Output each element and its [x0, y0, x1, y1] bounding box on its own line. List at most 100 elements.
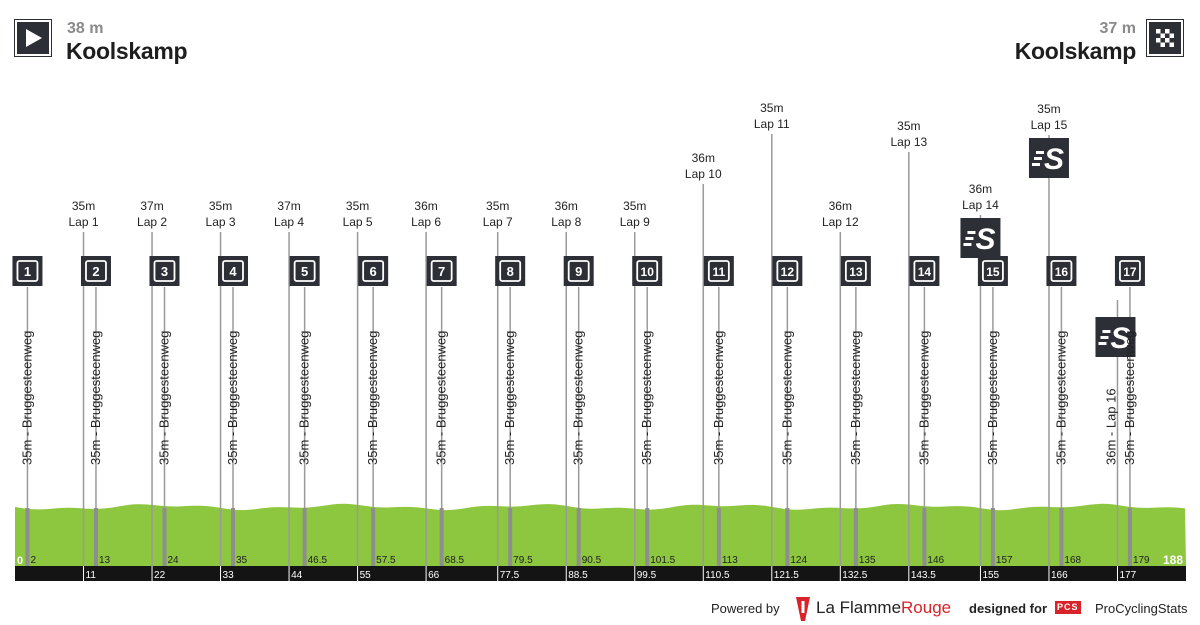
lap-label: Lap 9: [620, 215, 650, 229]
waypoint-marker-frame: [1050, 260, 1073, 282]
waypoint-post: [302, 508, 307, 566]
finish-altitude: 37 m: [1099, 20, 1136, 37]
procyclingstats-label: ProCyclingStats: [1095, 601, 1188, 616]
waypoint-km-label: 179: [1133, 555, 1150, 566]
waypoint-number: 5: [301, 264, 308, 279]
waypoint-km-label: 146: [927, 555, 944, 566]
sprint-icon-letter: S: [1044, 143, 1064, 176]
lap-altitude: 36m: [829, 199, 852, 213]
lap-label: 36m - Lap 16: [1103, 388, 1118, 465]
waypoint-number: 8: [507, 264, 514, 279]
waypoint-label: 35m - Bruggesteenweg: [297, 331, 312, 465]
waypoint-number: 2: [92, 264, 99, 279]
waypoint-marker-frame: [222, 260, 244, 282]
waypoint-label: 35m - Bruggesteenweg: [88, 331, 103, 465]
waypoint-post: [162, 508, 167, 566]
waypoint-marker-frame: [362, 260, 385, 282]
lap-altitude: 35m: [897, 119, 920, 133]
lap-km-label: 88.5: [568, 570, 588, 581]
lap-altitude: 35m: [760, 101, 783, 115]
waypoint-marker-frame: [844, 260, 867, 282]
sprint-icon-stripe: [967, 231, 976, 234]
waypoint-label: 35m - Bruggesteenweg: [502, 331, 517, 465]
lap-label: Lap 14: [962, 198, 999, 212]
lap-altitude: 35m: [209, 199, 232, 213]
waypoint-post: [1059, 508, 1064, 566]
lap-km-label: 177: [1119, 570, 1136, 581]
lap-altitude: 35m: [1037, 102, 1060, 116]
waypoint-number: 14: [918, 265, 932, 279]
waypoint-marker: 14: [909, 256, 940, 286]
waypoint-marker-frame: [567, 260, 590, 282]
waypoint-marker-frame: [982, 260, 1004, 282]
waypoint-marker: 12: [772, 256, 803, 286]
waypoint-km-label: 157: [996, 555, 1013, 566]
lap-altitude: 37m: [277, 199, 300, 213]
waypoint-post: [439, 508, 444, 566]
lap-label: Lap 4: [274, 215, 304, 229]
sprint-icon-stripe: [1035, 151, 1044, 154]
lap-label: Lap 11: [754, 117, 790, 131]
waypoint-marker: 6: [358, 256, 389, 286]
waypoint-marker: 7: [426, 256, 457, 286]
waypoint-post: [93, 508, 98, 566]
waypoint-km-label: 2: [30, 555, 36, 566]
waypoint-number: 15: [986, 265, 1000, 279]
waypoint-post: [785, 508, 790, 566]
start-altitude: 38 m: [67, 20, 104, 37]
start-km-label: 0: [17, 555, 23, 567]
lap-label: Lap 3: [206, 215, 236, 229]
waypoint-km-label: 24: [167, 555, 179, 566]
waypoint-post: [25, 508, 30, 566]
waypoint-marker: 3: [149, 256, 180, 286]
waypoint-marker: 2: [80, 256, 111, 286]
waypoint-post: [371, 508, 376, 566]
waypoint-label: 35m - Bruggesteenweg: [156, 331, 171, 465]
waypoint-marker-frame: [293, 260, 316, 282]
waypoint-marker: 10: [632, 256, 663, 286]
lap-km-label: 143.5: [911, 570, 936, 581]
waypoint-km-label: 79.5: [513, 555, 533, 566]
lap-label: Lap 12: [822, 215, 859, 229]
waypoint-label: 35m - Bruggesteenweg: [1122, 331, 1137, 465]
sprint-icon-letter: S: [975, 223, 995, 256]
waypoint-marker: 11: [703, 256, 734, 286]
flamme-rouge-icon: [796, 597, 810, 621]
lap-km-label: 33: [223, 570, 235, 581]
waypoint-number: 13: [849, 265, 863, 279]
lap-km-label: 44: [291, 570, 303, 581]
lap-altitude: 35m: [623, 199, 646, 213]
waypoint-number: 12: [781, 265, 795, 279]
flamme-rouge-text-b: Rouge: [901, 598, 952, 617]
flamme-rouge-text-a: La Flamme: [816, 598, 902, 617]
waypoint-marker: 15: [977, 256, 1008, 286]
start-name: Koolskamp: [66, 38, 188, 64]
lap-km-label: 99.5: [637, 570, 657, 581]
waypoint-number: 3: [161, 264, 168, 279]
sprint-icon-stripe: [1033, 157, 1042, 160]
sprint-icon: S: [1028, 138, 1069, 178]
waypoint-label: 35m - Bruggesteenweg: [985, 331, 1000, 465]
lap-label: Lap 6: [411, 215, 441, 229]
waypoint-marker: 9: [563, 256, 594, 286]
waypoint-label: 35m - Bruggesteenweg: [916, 331, 931, 465]
lap-km-label: 110.5: [705, 570, 730, 581]
waypoint-number: 6: [370, 264, 377, 279]
waypoint-marker-frame: [707, 260, 730, 282]
flamme-rouge-logo: La FlammeRouge: [816, 598, 951, 618]
sprint-icon-stripe: [963, 243, 972, 246]
waypoint-km-label: 90.5: [582, 555, 602, 566]
lap-km-label: 121.5: [774, 570, 799, 581]
waypoint-marker-frame: [776, 260, 799, 282]
sprint-icon-stripe: [1102, 330, 1111, 333]
waypoint-post: [576, 508, 581, 566]
sprint-icon: S: [960, 218, 1001, 258]
lap-altitude: 36m: [692, 151, 715, 165]
lap-altitude: 36m: [414, 199, 437, 213]
sprint-icon-letter: S: [1110, 322, 1130, 355]
waypoint-post: [990, 508, 995, 566]
lap-km-label: 55: [360, 570, 372, 581]
finish-name: Koolskamp: [1014, 38, 1137, 64]
lap-km-label: 155: [982, 570, 999, 581]
